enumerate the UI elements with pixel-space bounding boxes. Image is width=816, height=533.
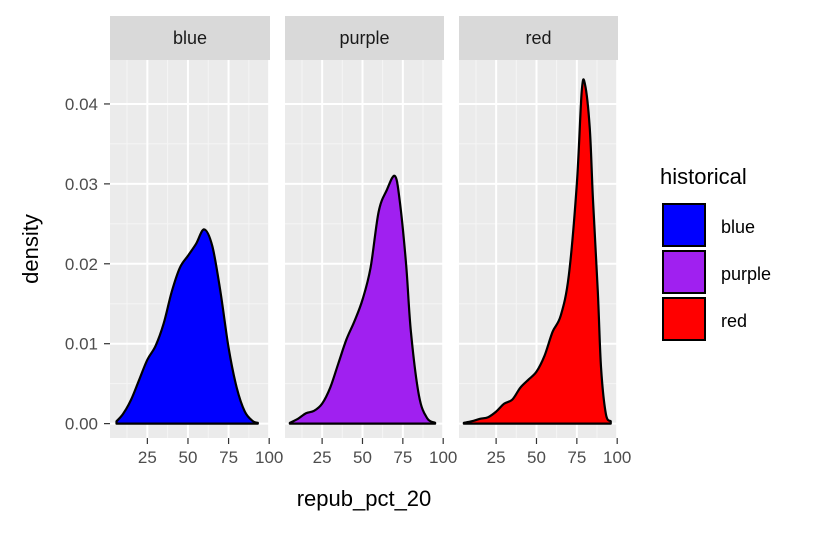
y-tick-label: 0.01	[65, 335, 98, 354]
y-tick-label: 0.02	[65, 255, 98, 274]
facet-strip-label: red	[525, 28, 551, 48]
x-tick-label: 50	[527, 448, 546, 467]
density-area-purple	[288, 174, 437, 425]
x-tick-label: 75	[567, 448, 586, 467]
x-tick-label: 100	[429, 448, 457, 467]
legend-title: historical	[660, 164, 747, 189]
facet-strip	[285, 16, 444, 60]
y-tick-label: 0.04	[65, 95, 98, 114]
legend-swatch-purple	[662, 250, 706, 294]
facet-strip	[459, 16, 618, 60]
y-axis-title: density	[18, 214, 43, 284]
facet-strip	[110, 16, 270, 60]
x-tick-label: 100	[255, 448, 283, 467]
x-tick-label: 50	[179, 448, 198, 467]
x-tick-label: 25	[313, 448, 332, 467]
legend-swatch-blue	[662, 203, 706, 247]
y-tick-label: 0.03	[65, 175, 98, 194]
density-area-blue	[115, 228, 259, 425]
x-tick-label: 100	[603, 448, 631, 467]
legend-label: red	[721, 311, 747, 331]
legend-label: purple	[721, 264, 771, 284]
x-tick-label: 75	[393, 448, 412, 467]
legend-label: blue	[721, 217, 755, 237]
y-tick-label: 0.00	[65, 415, 98, 434]
x-tick-label: 25	[487, 448, 506, 467]
x-tick-label: 25	[138, 448, 157, 467]
x-axis-title: repub_pct_20	[297, 486, 432, 511]
density-area-red	[462, 78, 612, 425]
legend-swatch-red	[662, 297, 706, 341]
facet-strip-label: blue	[173, 28, 207, 48]
x-tick-label: 75	[219, 448, 238, 467]
x-tick-label: 50	[353, 448, 372, 467]
facet-strip-label: purple	[339, 28, 389, 48]
